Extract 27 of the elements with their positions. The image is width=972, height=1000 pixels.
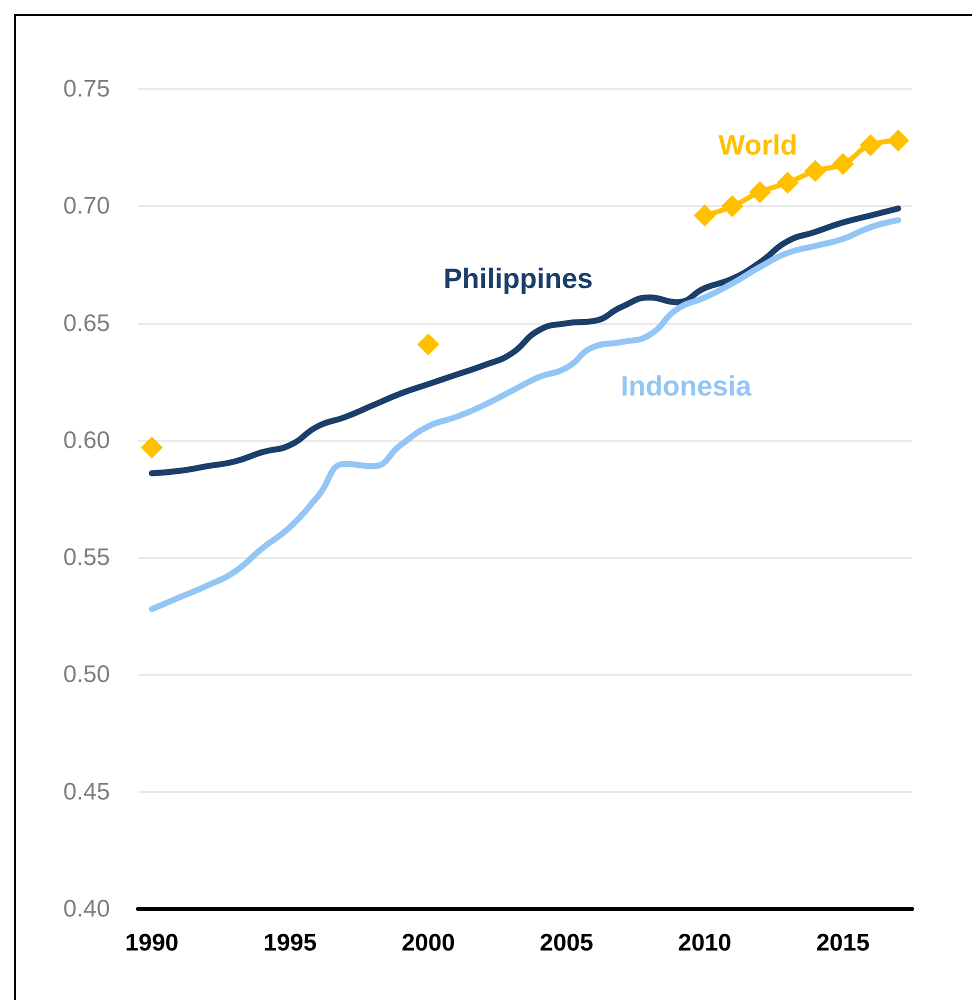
point — [832, 152, 854, 175]
y-tick-label: 0.60 — [63, 426, 110, 454]
point — [140, 436, 163, 458]
y-tick-label: 0.65 — [63, 310, 110, 337]
x-tick-label: 2010 — [678, 930, 732, 956]
x-tick-label: 1990 — [125, 930, 179, 956]
series-label: Philippines — [444, 263, 593, 294]
x-tick-label: 2015 — [816, 930, 870, 956]
x-tick-label: 2005 — [540, 930, 594, 956]
point — [860, 134, 882, 156]
point — [804, 160, 826, 182]
y-tick-label: 0.50 — [63, 661, 110, 688]
point — [776, 172, 799, 194]
point — [721, 195, 744, 218]
point — [748, 181, 771, 204]
x-tick-label: 2000 — [402, 930, 455, 956]
y-tick-label: 0.70 — [63, 192, 110, 220]
x-tick-label: 1995 — [263, 930, 317, 956]
y-tick-label: 0.75 — [63, 76, 110, 102]
y-tick-label: 0.40 — [63, 896, 110, 922]
point — [887, 130, 910, 152]
point — [417, 333, 440, 356]
y-tick-label: 0.45 — [63, 778, 110, 806]
series-label: World — [718, 130, 798, 161]
y-tick-label: 0.55 — [63, 544, 110, 572]
point — [694, 204, 716, 227]
series-label: Indonesia — [620, 370, 752, 402]
